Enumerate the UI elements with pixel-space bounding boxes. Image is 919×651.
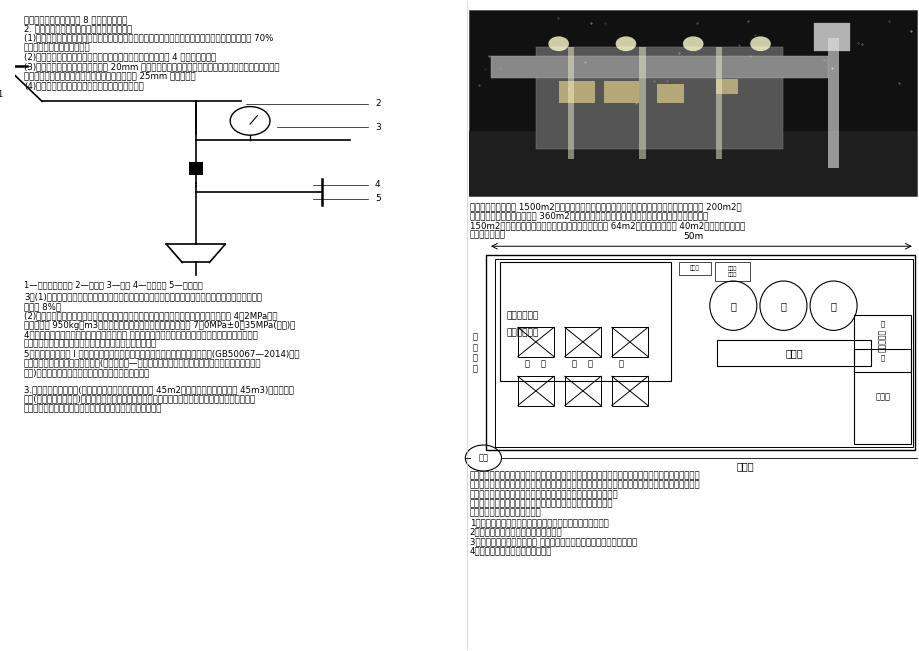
Bar: [564, 327, 600, 357]
Text: 宜采用 8%。: 宜采用 8%。: [24, 302, 61, 311]
Text: 1—最不利点处喷头 2—压力表 3—球阀 4—试水接头 5—排水漏斗: 1—最不利点处喷头 2—压力表 3—球阀 4—试水接头 5—排水漏斗: [24, 280, 202, 289]
Bar: [715, 48, 721, 159]
Bar: [558, 81, 594, 103]
Bar: [567, 48, 573, 159]
Text: 综上，本建筑物至少需要 8 个湿式报警阀。: 综上，本建筑物至少需要 8 个湿式报警阀。: [24, 15, 127, 24]
Text: 设置室内外消火栓、自动灭火系统(可以是泡沫—水喷淋系统、高倍数泡沫灭火系统、湿式自动喷水灭火: 设置室内外消火栓、自动灭火系统(可以是泡沫—水喷淋系统、高倍数泡沫灭火系统、湿式…: [24, 359, 261, 368]
Text: 加油站的总建筑面积 1500m2。西面由加油区、工作生活区、储油区和卸油区组成。加油区占地 200m2；: 加油站的总建筑面积 1500m2。西面由加油区、工作生活区、储油区和卸油区组成。…: [470, 202, 741, 211]
Bar: [491, 56, 827, 78]
Bar: [611, 327, 647, 357]
Text: 大充装量为 950kg／m3，集流管上的安全泄压装置的动作压力为 7．0MPa±0．35MPa(表压)。: 大充装量为 950kg／m3，集流管上的安全泄压装置的动作压力为 7．0MPa±…: [24, 321, 295, 330]
Circle shape: [548, 36, 568, 51]
Circle shape: [230, 107, 269, 135]
Text: (2)问题二：集流管上的安全泄压装置的动作压力不正确。整改措施：储存容器增压压力为 4．2MPa，最: (2)问题二：集流管上的安全泄压装置的动作压力不正确。整改措施：储存容器增压压力…: [24, 312, 278, 320]
Text: 油: 油: [587, 360, 592, 369]
Text: 150m2。东面由便利店和自动洗车房组成，便利店占地 64m2，自动洗车房占地 40m2。加油站布局示意: 150m2。东面由便利店和自动洗车房组成，便利店占地 64m2，自动洗车房占地 …: [470, 221, 744, 230]
Text: 消防栓
报警器: 消防栓 报警器: [727, 266, 736, 277]
Text: 3．什么是消防安全重点单位 本案例中的加油站属于消防安全重点单位吗: 3．什么是消防安全重点单位 本案例中的加油站属于消防安全重点单位吗: [470, 537, 636, 546]
Text: 3．(1)问题一：气体灭火设计浓度不对。整改措施：通信机房和电子计算机房等防护区，灭火设计浓度: 3．(1)问题一：气体灭火设计浓度不对。整改措施：通信机房和电子计算机房等防护区…: [24, 293, 262, 301]
Bar: [188, 162, 203, 174]
Bar: [536, 48, 782, 149]
Text: 统进行模拟切换操作试验，对主、备用电源进行切换试验。: 统进行模拟切换操作试验，对主、备用电源进行切换试验。: [24, 340, 157, 349]
Bar: [715, 79, 737, 94]
Text: 末端试水装置，其他防火分区、楼层均应设直径为 25mm 的试水阀。: 末端试水装置，其他防火分区、楼层均应设直径为 25mm 的试水阀。: [24, 72, 196, 81]
Text: 二层为生活区: 二层为生活区: [506, 328, 539, 337]
Bar: [611, 376, 647, 406]
Text: 50m: 50m: [682, 232, 703, 241]
Text: 时，喷头应设置在吊顶上方。: 时，喷头应设置在吊顶上方。: [24, 43, 91, 52]
Text: 工作生活区分为两层楼，占地 360m2，一楼为工作区，二楼为员工生活区；储油区和卸油区各占地: 工作生活区分为两层楼，占地 360m2，一楼为工作区，二楼为员工生活区；储油区和…: [470, 212, 708, 221]
Text: 2．单位消防安全制度主要包括哪些内容: 2．单位消防安全制度主要包括哪些内容: [470, 527, 562, 536]
Text: 根据以上材料，回答下列问题：: 根据以上材料，回答下列问题：: [470, 508, 541, 518]
Bar: [485, 255, 913, 450]
Bar: [656, 85, 684, 103]
Text: 4: 4: [374, 180, 380, 189]
Text: (2)气压给水设备只设一只电接点压力表。原因：气压罐应设置 4 个压力控制点。: (2)气压给水设备只设一只电接点压力表。原因：气压罐应设置 4 个压力控制点。: [24, 53, 216, 62]
Text: 5: 5: [374, 195, 380, 203]
Text: 区: 区: [830, 301, 835, 311]
Bar: [517, 376, 553, 406]
Bar: [639, 48, 645, 159]
Text: 4．简述消防安全重点单位的职责。: 4．简述消防安全重点单位的职责。: [470, 546, 551, 555]
Text: 加: 加: [571, 360, 575, 369]
Text: (3)其他防火分区、楼层均设直径为 20mm 的试水阀。原因：每个报警阀组控制的最不利点喷头处，应设: (3)其他防火分区、楼层均设直径为 20mm 的试水阀。原因：每个报警阀组控制的…: [24, 62, 279, 71]
Bar: [517, 327, 553, 357]
Bar: [564, 376, 600, 406]
Text: 单位组建了消防安全组织机构，并且设有专职消防队。安全技术部作为该单位消防安全工作归口管理部: 单位组建了消防安全组织机构，并且设有专职消防队。安全技术部作为该单位消防安全工作…: [470, 471, 699, 480]
Text: 5．本地下汽车库是 I 类汽车库。按照《汽车库、修车库、停车场设计防火规范》(GB50067—2014)，应: 5．本地下汽车库是 I 类汽车库。按照《汽车库、修车库、停车场设计防火规范》(G…: [24, 349, 300, 358]
Bar: [716, 340, 870, 366]
Text: 自动洗车房: 自动洗车房: [878, 329, 886, 352]
Bar: [494, 258, 912, 447]
Text: 油区(设十台单枪加油机)。该加油站是中国石油天然气股份有限公司下属的一座加油站。加油站正在逐: 油区(设十台单枪加油机)。该加油站是中国石油天然气股份有限公司下属的一座加油站。…: [24, 395, 255, 404]
Text: 单: 单: [524, 360, 528, 369]
Bar: [469, 10, 916, 195]
Text: 1: 1: [0, 90, 2, 100]
Text: 2. 湿式自动喷水灭火系统设置存在以下问题：: 2. 湿式自动喷水灭火系统设置存在以下问题：: [24, 24, 132, 33]
Bar: [813, 23, 849, 51]
Text: 消防栓: 消防栓: [689, 266, 699, 271]
Text: 3: 3: [374, 123, 380, 132]
Text: 3.某加油站站内设罐区(内设埋地汽油罐两台，单罐容积 45m2；柴油罐一台，单罐容积 45m3)、站房、加: 3.某加油站站内设罐区(内设埋地汽油罐两台，单罐容积 45m2；柴油罐一台，单罐…: [24, 385, 293, 394]
Text: 步发展，各方面逐渐趋于成熟。加油站整体外观如下图所示。: 步发展，各方面逐渐趋于成熟。加油站整体外观如下图所示。: [24, 404, 162, 413]
Text: 机: 机: [618, 360, 623, 369]
Text: 明确了灭火行动组、通信联络组、疏散引导组、安全防护救护组。: 明确了灭火行动组、通信联络组、疏散引导组、安全防护救护组。: [470, 490, 618, 499]
Circle shape: [615, 36, 636, 51]
Text: 三桥路: 三桥路: [735, 462, 754, 471]
Bar: [603, 81, 639, 103]
Text: 油: 油: [779, 301, 786, 311]
Text: 2: 2: [374, 100, 380, 109]
Text: 卸油区: 卸油区: [784, 348, 802, 358]
Text: 立交: 立交: [478, 454, 488, 462]
Text: 枪: 枪: [540, 360, 545, 369]
Text: 二: 二: [879, 354, 884, 361]
Text: 便利店: 便利店: [874, 392, 890, 401]
Text: 绕
城
高
速: 绕 城 高 速: [472, 333, 477, 373]
Text: 1．针对本项目特点及国家规范要求，请简述消防目标要求。: 1．针对本项目特点及国家规范要求，请简述消防目标要求。: [470, 518, 608, 527]
Text: 4．气体灭火系统功能验收内容包括四个方面 模拟启动试验，模拟喷气试验，对设有灭火剂备用量的系: 4．气体灭火系统功能验收内容包括四个方面 模拟启动试验，模拟喷气试验，对设有灭火…: [24, 330, 257, 339]
Text: 单位建立健全了消防安全管理制度和保障消防安全的操作规程。: 单位建立健全了消防安全管理制度和保障消防安全的操作规程。: [470, 499, 613, 508]
Text: (1)吊顶场所的喷头设置安装在格栅之间和格栅的锯口上。原因：通透面积占吊顶总面积的比例大于 70%: (1)吊顶场所的喷头设置安装在格栅之间和格栅的锯口上。原因：通透面积占吊顶总面积…: [24, 34, 273, 43]
Text: 一层为工作区: 一层为工作区: [506, 312, 539, 321]
Text: 系统)、排烟系统、应急照明和疏散指示系统、灭火器。: 系统)、排烟系统、应急照明和疏散指示系统、灭火器。: [24, 368, 150, 377]
Bar: [714, 262, 749, 281]
Circle shape: [682, 36, 703, 51]
Circle shape: [749, 36, 770, 51]
Text: 二: 二: [879, 320, 884, 327]
Bar: [827, 38, 838, 168]
Bar: [853, 349, 910, 444]
Text: (4)末端试水装置安装错误，正确安装方法如下图：: (4)末端试水装置安装错误，正确安装方法如下图：: [24, 81, 143, 90]
Bar: [678, 262, 709, 275]
Text: 储: 储: [730, 301, 735, 311]
Text: 图如下图所示。: 图如下图所示。: [470, 230, 505, 240]
Bar: [853, 315, 910, 372]
Bar: [499, 262, 670, 381]
Text: 门，并层层确定了消防安全责任人和消防安全管理人员。该单位还成立了义务消防队，并在灭火预案中: 门，并层层确定了消防安全责任人和消防安全管理人员。该单位还成立了义务消防队，并在…: [470, 480, 699, 490]
Bar: [469, 131, 916, 195]
